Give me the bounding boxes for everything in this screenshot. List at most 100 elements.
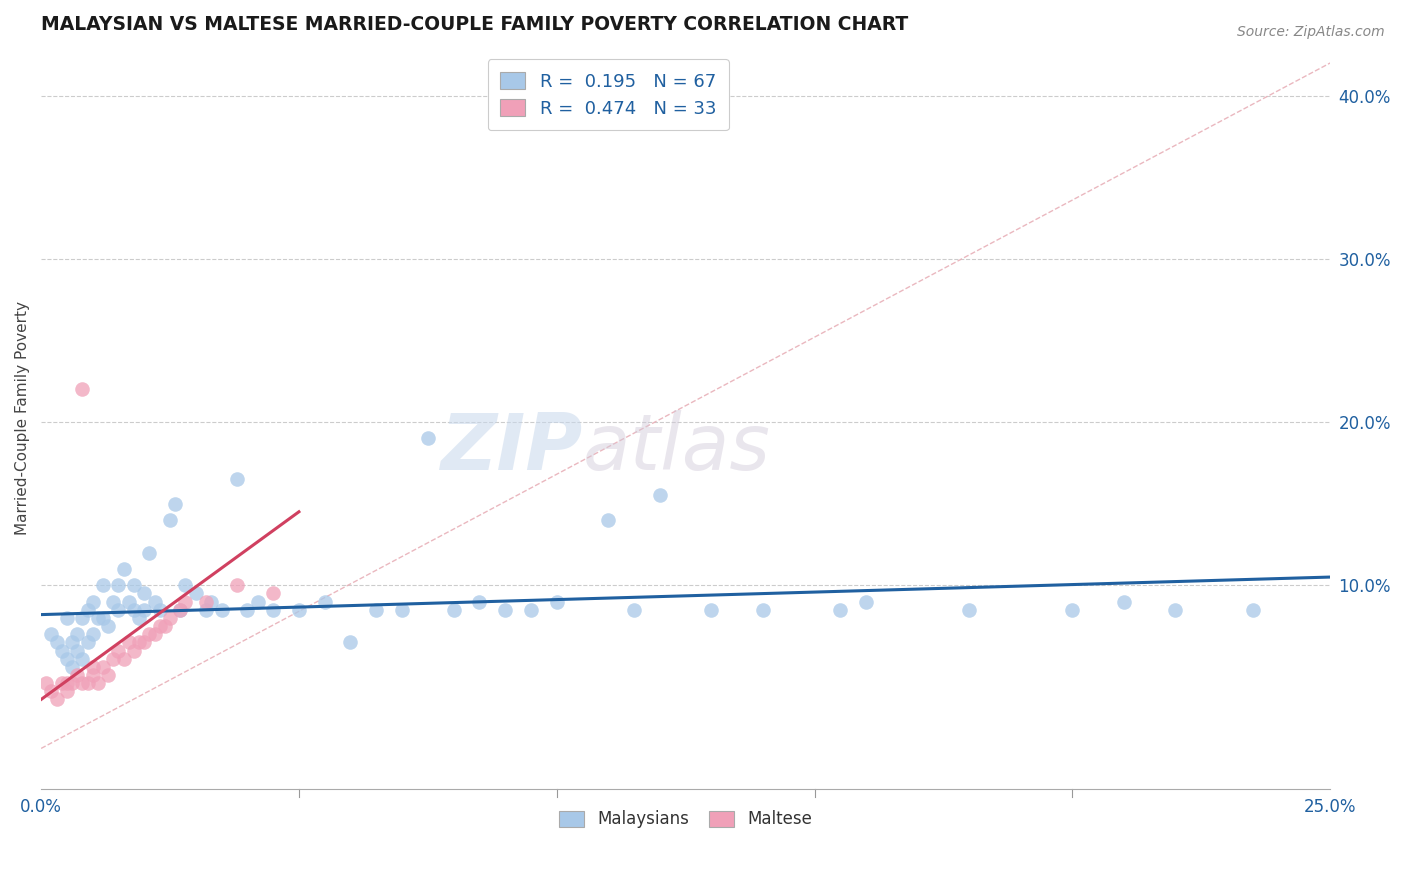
Point: [546, 594, 568, 608]
Point: [76, 603, 98, 617]
Point: [246, 594, 269, 608]
Point: [82, 594, 104, 608]
Point: [262, 603, 284, 617]
Point: [165, 497, 187, 511]
Point: [262, 586, 284, 600]
Point: [51, 643, 73, 657]
Point: [520, 603, 543, 617]
Point: [76, 676, 98, 690]
Point: [56, 676, 79, 690]
Point: [56, 684, 79, 698]
Point: [443, 603, 465, 617]
Point: [855, 594, 877, 608]
Point: [122, 643, 145, 657]
Point: [149, 603, 172, 617]
Point: [72, 651, 94, 665]
Point: [648, 488, 671, 502]
Text: MALAYSIAN VS MALTESE MARRIED-COUPLE FAMILY POVERTY CORRELATION CHART: MALAYSIAN VS MALTESE MARRIED-COUPLE FAMI…: [41, 15, 908, 34]
Point: [87, 676, 110, 690]
Point: [128, 635, 150, 649]
Text: atlas: atlas: [582, 409, 770, 485]
Point: [134, 603, 156, 617]
Point: [60, 676, 83, 690]
Point: [138, 627, 160, 641]
Point: [494, 603, 516, 617]
Point: [226, 578, 249, 592]
Point: [200, 594, 222, 608]
Point: [174, 594, 197, 608]
Point: [159, 513, 181, 527]
Point: [1112, 594, 1135, 608]
Point: [45, 635, 67, 649]
Point: [72, 611, 94, 625]
Point: [122, 578, 145, 592]
Point: [91, 611, 114, 625]
Point: [143, 627, 166, 641]
Point: [623, 603, 645, 617]
Point: [41, 684, 63, 698]
Point: [1164, 603, 1187, 617]
Point: [752, 603, 775, 617]
Point: [35, 676, 58, 690]
Point: [184, 586, 207, 600]
Point: [82, 627, 104, 641]
Point: [56, 611, 79, 625]
Point: [76, 635, 98, 649]
Point: [103, 651, 125, 665]
Legend: Malaysians, Maltese: Malaysians, Maltese: [551, 802, 821, 837]
Point: [169, 603, 191, 617]
Point: [143, 594, 166, 608]
Point: [195, 594, 218, 608]
Point: [51, 676, 73, 690]
Point: [122, 603, 145, 617]
Point: [107, 603, 129, 617]
Point: [957, 603, 980, 617]
Point: [416, 431, 439, 445]
Point: [391, 603, 413, 617]
Point: [1062, 603, 1084, 617]
Point: [72, 383, 94, 397]
Point: [60, 635, 83, 649]
Point: [66, 668, 89, 682]
Point: [153, 619, 176, 633]
Point: [66, 627, 89, 641]
Text: Source: ZipAtlas.com: Source: ZipAtlas.com: [1237, 25, 1385, 39]
Point: [159, 611, 181, 625]
Point: [87, 611, 110, 625]
Point: [134, 635, 156, 649]
Point: [236, 603, 259, 617]
Point: [195, 603, 218, 617]
Point: [97, 619, 120, 633]
Point: [107, 643, 129, 657]
Point: [598, 513, 620, 527]
Point: [82, 660, 104, 674]
Point: [468, 594, 491, 608]
Point: [41, 627, 63, 641]
Point: [169, 603, 191, 617]
Point: [66, 643, 89, 657]
Point: [60, 660, 83, 674]
Point: [211, 603, 233, 617]
Point: [103, 594, 125, 608]
Point: [118, 635, 141, 649]
Point: [72, 676, 94, 690]
Point: [288, 603, 311, 617]
Y-axis label: Married-Couple Family Poverty: Married-Couple Family Poverty: [15, 301, 30, 535]
Point: [56, 651, 79, 665]
Point: [118, 594, 141, 608]
Point: [128, 611, 150, 625]
Text: ZIP: ZIP: [440, 409, 582, 485]
Point: [700, 603, 723, 617]
Point: [314, 594, 336, 608]
Point: [1241, 603, 1264, 617]
Point: [830, 603, 852, 617]
Point: [91, 660, 114, 674]
Point: [112, 562, 135, 576]
Point: [226, 472, 249, 486]
Point: [366, 603, 388, 617]
Point: [174, 578, 197, 592]
Point: [112, 651, 135, 665]
Point: [107, 578, 129, 592]
Point: [45, 692, 67, 706]
Point: [82, 668, 104, 682]
